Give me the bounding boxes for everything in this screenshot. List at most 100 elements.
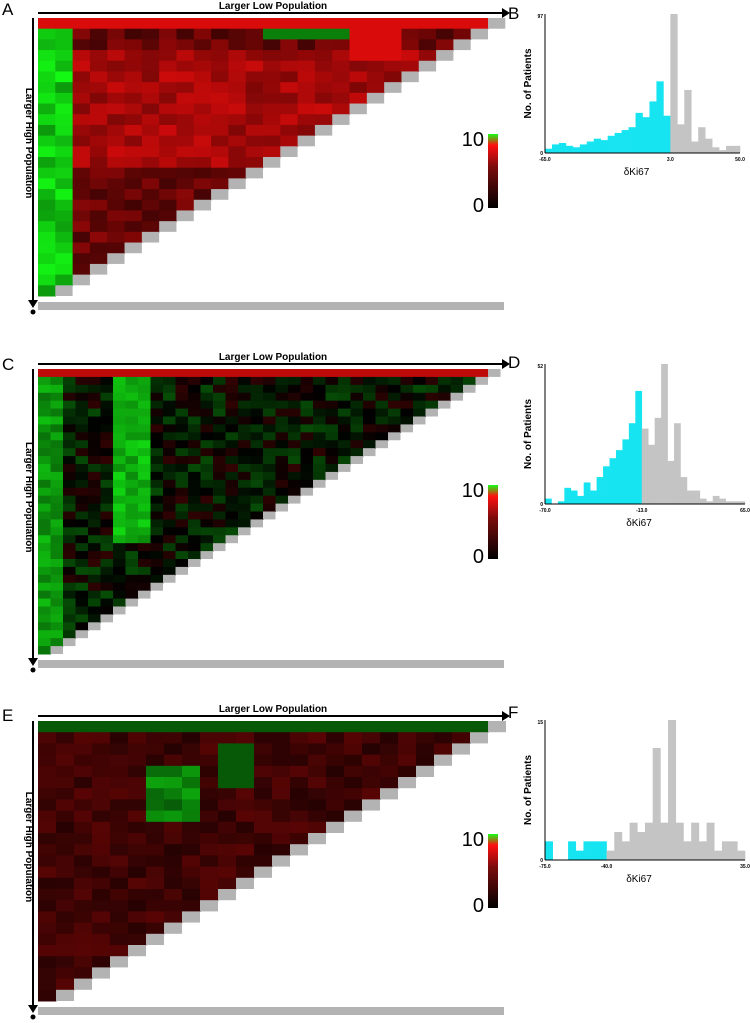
heat-cell — [176, 189, 195, 201]
heat-cell — [146, 788, 165, 800]
heat-cell — [175, 503, 189, 512]
heat-cell — [350, 424, 364, 433]
heat-cell — [211, 82, 229, 94]
heat-cell — [89, 146, 108, 158]
heat-cell — [245, 124, 264, 137]
heat-cell — [113, 543, 126, 552]
heat-cell — [164, 754, 183, 767]
diagonal-step — [308, 833, 326, 845]
heat-cell — [425, 400, 439, 410]
heat-cell — [159, 199, 177, 211]
heat-cell — [228, 39, 247, 51]
heat-cell — [55, 50, 74, 62]
heat-cell — [438, 376, 451, 386]
y-axis-arrow-head — [28, 300, 38, 308]
heat-cell — [350, 416, 364, 425]
heat-cell — [63, 456, 76, 465]
bottom-gray-bar — [38, 660, 504, 668]
heat-cell — [193, 82, 212, 94]
heat-cell — [159, 146, 177, 158]
heat-cell — [138, 392, 151, 402]
heat-cell — [263, 146, 281, 158]
heat-cell — [38, 199, 56, 211]
heat-cell — [38, 263, 56, 276]
heat-cell — [213, 511, 226, 520]
heat-cell — [113, 527, 126, 536]
diagonal-step — [300, 487, 313, 496]
heat-cell — [55, 253, 74, 265]
heat-cell — [75, 479, 89, 489]
heat-cell — [470, 18, 489, 30]
heat-cell — [413, 376, 426, 386]
heat-cell — [55, 39, 74, 51]
heat-cell — [141, 114, 160, 126]
heat-cell — [218, 866, 237, 879]
heat-cell — [138, 448, 151, 457]
diagonal-step — [413, 416, 426, 425]
heat-cell — [107, 146, 126, 158]
histogram-f: 15 0 -75.0 -40.0 35.0 δKi67 No. of Patients — [510, 700, 750, 900]
heat-cell — [436, 28, 454, 40]
histogram-bar — [583, 482, 591, 504]
heat-cell — [74, 821, 93, 834]
heat-cell — [75, 511, 89, 520]
heat-cell — [213, 440, 226, 449]
heat-cell — [107, 28, 126, 40]
heat-cell — [92, 810, 111, 823]
heat-cell — [188, 432, 201, 441]
heat-cell — [250, 408, 264, 417]
heat-cell — [63, 559, 76, 568]
heat-cell — [263, 103, 281, 115]
panel-letter-a: A — [2, 0, 14, 19]
heat-cell — [200, 416, 214, 425]
heat-cell — [159, 167, 177, 179]
heat-cell — [314, 114, 333, 126]
x-axis-label: Larger Low Population — [219, 352, 327, 363]
diagonal-step — [225, 535, 238, 544]
heat-cell — [113, 392, 126, 402]
heat-cell — [175, 376, 189, 386]
heat-cell — [128, 732, 147, 744]
heat-cell — [88, 503, 101, 512]
heat-cell — [238, 376, 251, 386]
heat-cell — [344, 721, 363, 733]
heat-cell — [344, 754, 363, 767]
heat-cell — [263, 376, 276, 386]
histogram-bar — [577, 495, 585, 504]
histogram-bar — [565, 145, 574, 153]
heat-cell — [175, 456, 189, 465]
diagonal-step — [438, 400, 451, 409]
heat-cell — [182, 855, 201, 868]
heat-cell — [182, 810, 201, 823]
heat-cell — [100, 503, 114, 512]
diagonal-step — [434, 754, 452, 766]
heat-cell — [200, 535, 214, 544]
histogram-bar — [551, 144, 560, 153]
heat-cell — [200, 448, 214, 457]
heat-cell — [100, 543, 114, 552]
heat-cell — [366, 39, 385, 51]
histogram-bar — [729, 841, 738, 860]
heat-cell — [72, 189, 91, 201]
heat-cell — [388, 400, 401, 410]
heat-cell — [75, 487, 89, 497]
heat-cell — [89, 50, 108, 62]
heat-cell — [326, 754, 345, 767]
diagonal-step — [107, 253, 125, 264]
heat-cell — [146, 922, 165, 935]
heat-cell — [63, 479, 76, 489]
panel-letter-c: C — [2, 355, 15, 374]
diagonal-step — [141, 231, 160, 243]
heat-cell — [50, 527, 64, 536]
heat-cell — [263, 392, 276, 402]
diagonal-step — [349, 103, 367, 115]
x-axis-label: δKi67 — [626, 874, 652, 885]
y-max-tick: 97 — [537, 14, 543, 20]
heat-cell — [275, 369, 289, 378]
heat-cell — [349, 82, 368, 94]
panel-letter-f: F — [508, 703, 519, 722]
heat-cell — [362, 754, 381, 767]
heat-cell — [218, 877, 237, 890]
heat-cell — [332, 28, 351, 40]
